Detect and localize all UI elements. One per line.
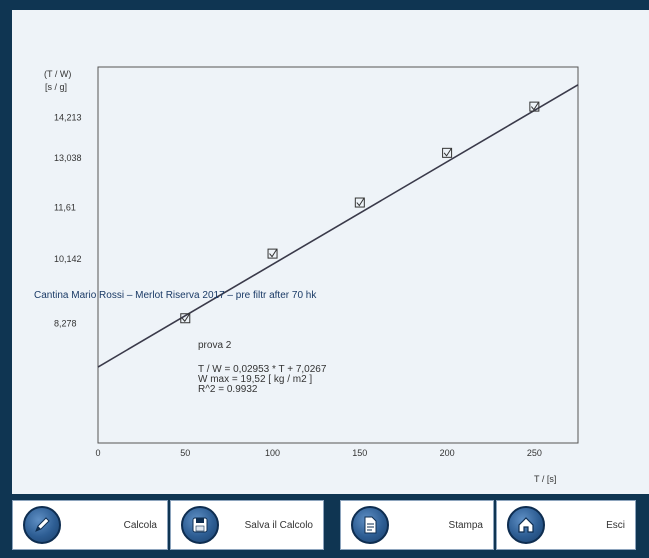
y-tick-label: 11,61 [54,203,76,213]
regression-line [97,84,579,368]
data-point [529,101,540,112]
y-axis-units: [s / g] [45,82,67,92]
calcola-button[interactable]: Calcola [12,500,168,550]
data-point [180,313,191,324]
x-axis-label: T / [s] [534,474,556,484]
x-tick-label: 50 [180,448,190,458]
home-icon [507,506,545,544]
wmax-value: W max = 19,52 [ kg / m2 ] [198,374,313,385]
calcola-label: Calcola [123,519,157,531]
save-icon [181,506,219,544]
esci-label: Esci [606,519,625,531]
x-tick-label: 200 [440,448,455,458]
dataset-label: Cantina Mario Rossi – Merlot Riserva 201… [34,290,317,301]
data-point-check [356,198,365,207]
save-button[interactable]: Salva il Calcolo [170,500,324,550]
data-point-check [269,249,277,258]
data-point-check [443,148,452,157]
data-point [267,248,278,259]
x-tick-label: 150 [352,448,367,458]
y-tick-label: 8,278 [54,319,77,329]
results-box: prova 2 T / W = 0,02953 * T + 7,0267 W m… [198,341,326,395]
pencil-icon [23,506,61,544]
y-tick-label: 13,038 [54,153,82,163]
y-tick-label: 10,142 [54,254,82,264]
y-axis-label: (T / W) [44,69,71,79]
x-tick-label: 0 [95,448,100,458]
button-bar: Calcola Salva il Calcolo Stampa Esci [0,494,649,558]
x-tick-label: 100 [265,448,280,458]
y-tick-label: 14,213 [54,112,82,122]
stampa-label: Stampa [448,519,483,531]
plot-frame [97,66,579,444]
data-point-check [530,102,539,111]
esci-button[interactable]: Esci [496,500,636,550]
data-point-check [181,313,190,323]
save-label: Salva il Calcolo [244,519,313,531]
document-icon [351,506,389,544]
chart-layer: 0 50 100 150 200 250 8,278 10,142 11,61 13,038 14,… [54,84,579,458]
r-squared-value: R^2 = 0.9932 [198,384,258,395]
stampa-button[interactable]: Stampa [340,500,494,550]
data-point [354,197,365,208]
results-title: prova 2 [198,340,232,351]
data-point [442,147,453,158]
x-tick-label: 250 [527,448,542,458]
regression-equation: T / W = 0,02953 * T + 7,0267 [198,364,327,375]
chart-svg: (T / W) [s / g] T / [s] 0 50 100 150 200 250 8… [44,66,579,484]
chart-panel [12,10,649,494]
